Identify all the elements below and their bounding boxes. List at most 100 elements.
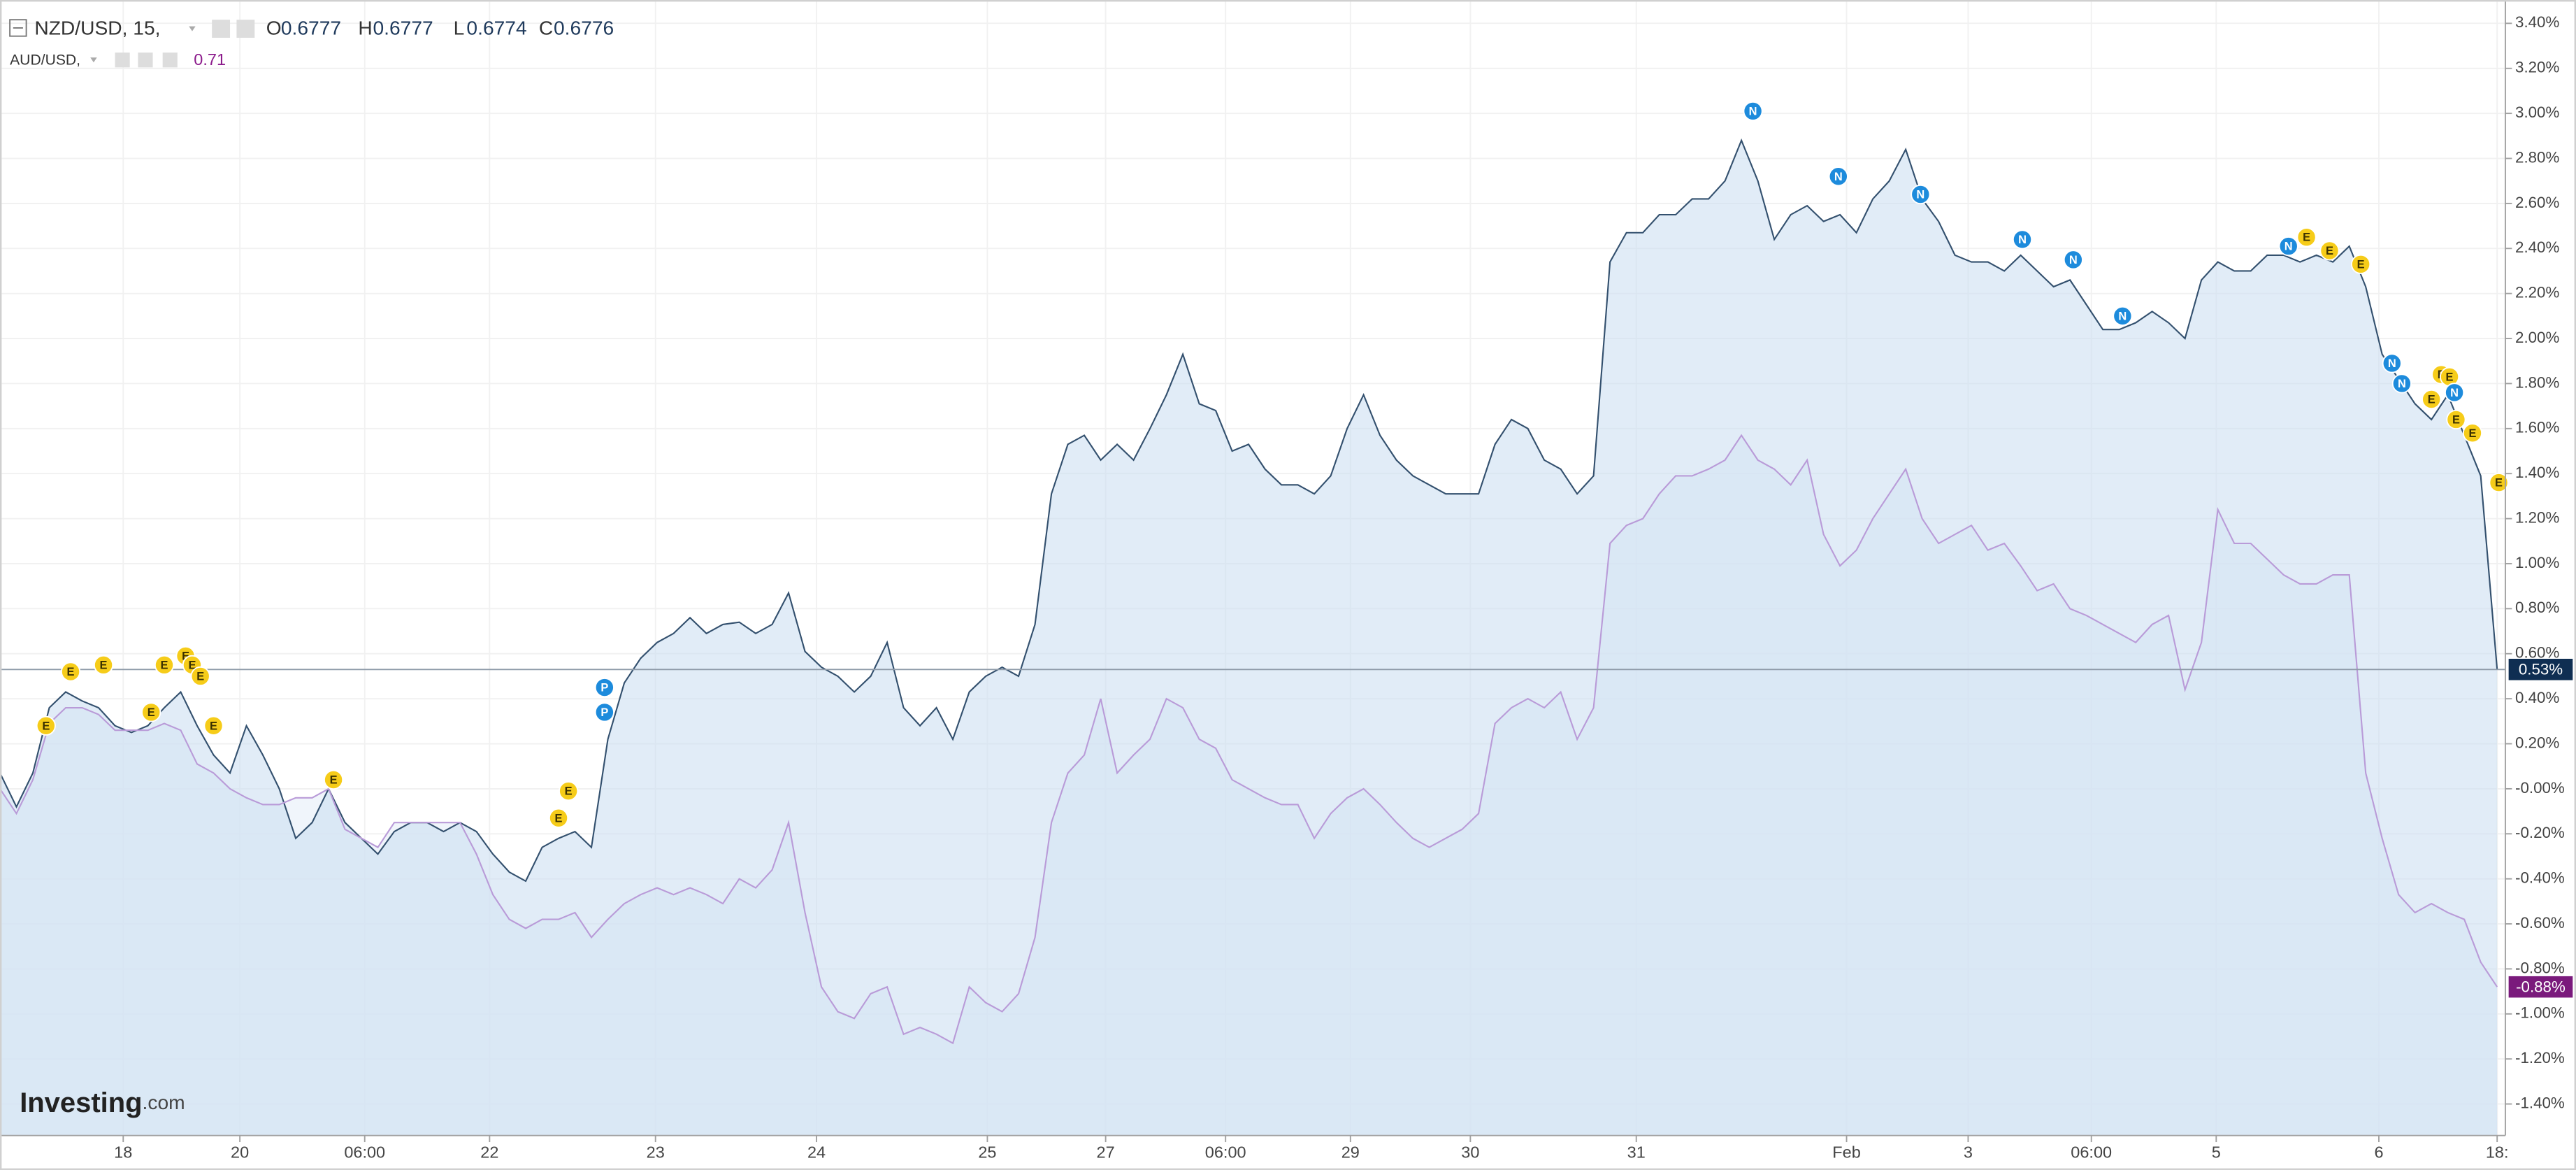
event-marker-label: E xyxy=(147,706,155,719)
event-marker-label: E xyxy=(196,670,204,683)
hide-icon[interactable] xyxy=(236,20,255,38)
x-tick-label: 22 xyxy=(480,1143,498,1162)
event-marker[interactable]: E xyxy=(154,655,175,675)
event-marker-label: E xyxy=(188,659,196,671)
settings-icon[interactable] xyxy=(115,52,130,68)
y-tick-label: 2.20% xyxy=(2515,284,2559,301)
event-marker-dot xyxy=(2489,472,2509,493)
x-tick-label: 24 xyxy=(807,1143,826,1162)
y-tick-label: -0.60% xyxy=(2515,914,2565,932)
event-marker[interactable]: E xyxy=(2446,409,2466,430)
event-marker[interactable]: E xyxy=(2296,227,2317,248)
event-marker[interactable]: P xyxy=(594,702,614,722)
event-marker[interactable]: N xyxy=(2391,373,2412,394)
ohlc-value: 0.6776 xyxy=(554,17,614,39)
event-marker-label: E xyxy=(2495,477,2503,490)
event-marker[interactable]: E xyxy=(2489,472,2509,493)
event-marker[interactable]: E xyxy=(190,666,210,687)
event-marker-label: P xyxy=(600,682,608,694)
event-marker[interactable]: E xyxy=(203,715,224,736)
event-marker[interactable]: E xyxy=(2439,366,2460,387)
lines xyxy=(0,138,2505,1045)
x-tick-label: 6 xyxy=(2374,1143,2383,1162)
event-marker-label: E xyxy=(2446,371,2454,383)
y-tick-label: 3.40% xyxy=(2515,13,2559,31)
event-marker-dot xyxy=(594,677,614,698)
event-marker-dot xyxy=(203,715,224,736)
event-marker[interactable]: N xyxy=(2063,250,2083,270)
x-tick-label: 18: xyxy=(2486,1143,2509,1162)
event-marker-dot xyxy=(2319,241,2340,261)
event-marker[interactable]: N xyxy=(1828,166,1848,187)
last-value-badge xyxy=(2508,659,2573,680)
y-tick-label: 1.20% xyxy=(2515,508,2559,526)
event-marker[interactable]: E xyxy=(2351,254,2371,274)
event-marker-dot xyxy=(2296,227,2317,248)
event-marker[interactable]: N xyxy=(2382,353,2402,373)
event-marker[interactable]: P xyxy=(594,677,614,698)
x-tick-label: 3 xyxy=(1964,1143,1973,1162)
event-marker[interactable]: N xyxy=(1911,184,1931,205)
x-tick-label: 18 xyxy=(114,1143,132,1162)
event-marker[interactable]: E xyxy=(323,769,344,790)
event-marker-label: N xyxy=(2388,357,2396,370)
y-tick-label: 0.20% xyxy=(2515,734,2559,751)
ohlc-key: L xyxy=(454,17,465,39)
event-marker-label: E xyxy=(2468,427,2476,440)
y-tick-label: -1.00% xyxy=(2515,1004,2565,1022)
y-tick-label: 0.40% xyxy=(2515,689,2559,706)
ohlc-key: O xyxy=(266,17,282,39)
event-marker[interactable]: E xyxy=(60,662,81,682)
y-tick-label: 1.80% xyxy=(2515,373,2559,391)
dropdown-icon[interactable] xyxy=(90,57,97,63)
event-marker-label: E xyxy=(330,774,338,787)
axis-labels: 3.40% 3.20% 3.00% 2.80% 2.60% 2.40% 2.20% 2.00%… xyxy=(114,13,2565,1161)
y-tick-label: 1.60% xyxy=(2515,419,2559,436)
event-marker-dot xyxy=(2462,423,2483,443)
hide-icon[interactable] xyxy=(138,52,153,68)
event-marker[interactable]: E xyxy=(36,715,56,736)
remove-icon[interactable] xyxy=(162,52,178,68)
event-marker[interactable]: N xyxy=(2113,306,2133,326)
ohlc-key: H xyxy=(358,17,372,39)
settings-icon[interactable] xyxy=(212,20,231,38)
event-marker-label: E xyxy=(2452,413,2460,426)
event-marker-dot xyxy=(2444,383,2465,403)
event-marker[interactable]: E xyxy=(2319,241,2340,261)
event-marker-dot xyxy=(2351,254,2371,274)
ohlc-value: 0.6777 xyxy=(281,17,341,39)
y-tick-label: -0.80% xyxy=(2515,959,2565,976)
event-marker[interactable]: N xyxy=(2278,236,2298,257)
y-tick-label: 0.60% xyxy=(2515,644,2559,662)
dropdown-icon[interactable] xyxy=(189,26,196,31)
event-marker[interactable]: N xyxy=(1743,101,1763,122)
event-marker-label: N xyxy=(1916,189,1924,201)
x-tick-label: 06:00 xyxy=(1205,1143,1246,1162)
event-marker-dot xyxy=(2422,389,2442,410)
event-marker-label: E xyxy=(100,659,108,671)
event-marker[interactable]: E xyxy=(2422,389,2442,410)
series-line xyxy=(0,434,2498,1045)
event-marker[interactable]: E xyxy=(93,655,114,675)
event-marker[interactable]: N xyxy=(2444,383,2465,403)
areas xyxy=(0,140,2498,1136)
y-tick-label: 3.00% xyxy=(2515,104,2559,121)
x-tick-label: Feb xyxy=(1832,1143,1860,1162)
collapse-icon[interactable] xyxy=(9,19,27,37)
event-marker[interactable]: E xyxy=(141,702,161,722)
x-tick-label: 06:00 xyxy=(344,1143,385,1162)
event-marker-label: E xyxy=(555,812,563,825)
event-marker-label: E xyxy=(2303,231,2310,244)
event-marker[interactable]: N xyxy=(2012,229,2033,250)
event-marker[interactable]: E xyxy=(548,808,569,828)
x-tick-label: 27 xyxy=(1097,1143,1115,1162)
x-tick-label: 23 xyxy=(647,1143,665,1162)
last-value-label: -0.88% xyxy=(2516,978,2566,995)
event-marker[interactable]: E xyxy=(2462,423,2483,443)
event-marker-dot xyxy=(1911,184,1931,205)
event-marker[interactable]: E xyxy=(559,781,579,801)
event-marker-dot xyxy=(60,662,81,682)
